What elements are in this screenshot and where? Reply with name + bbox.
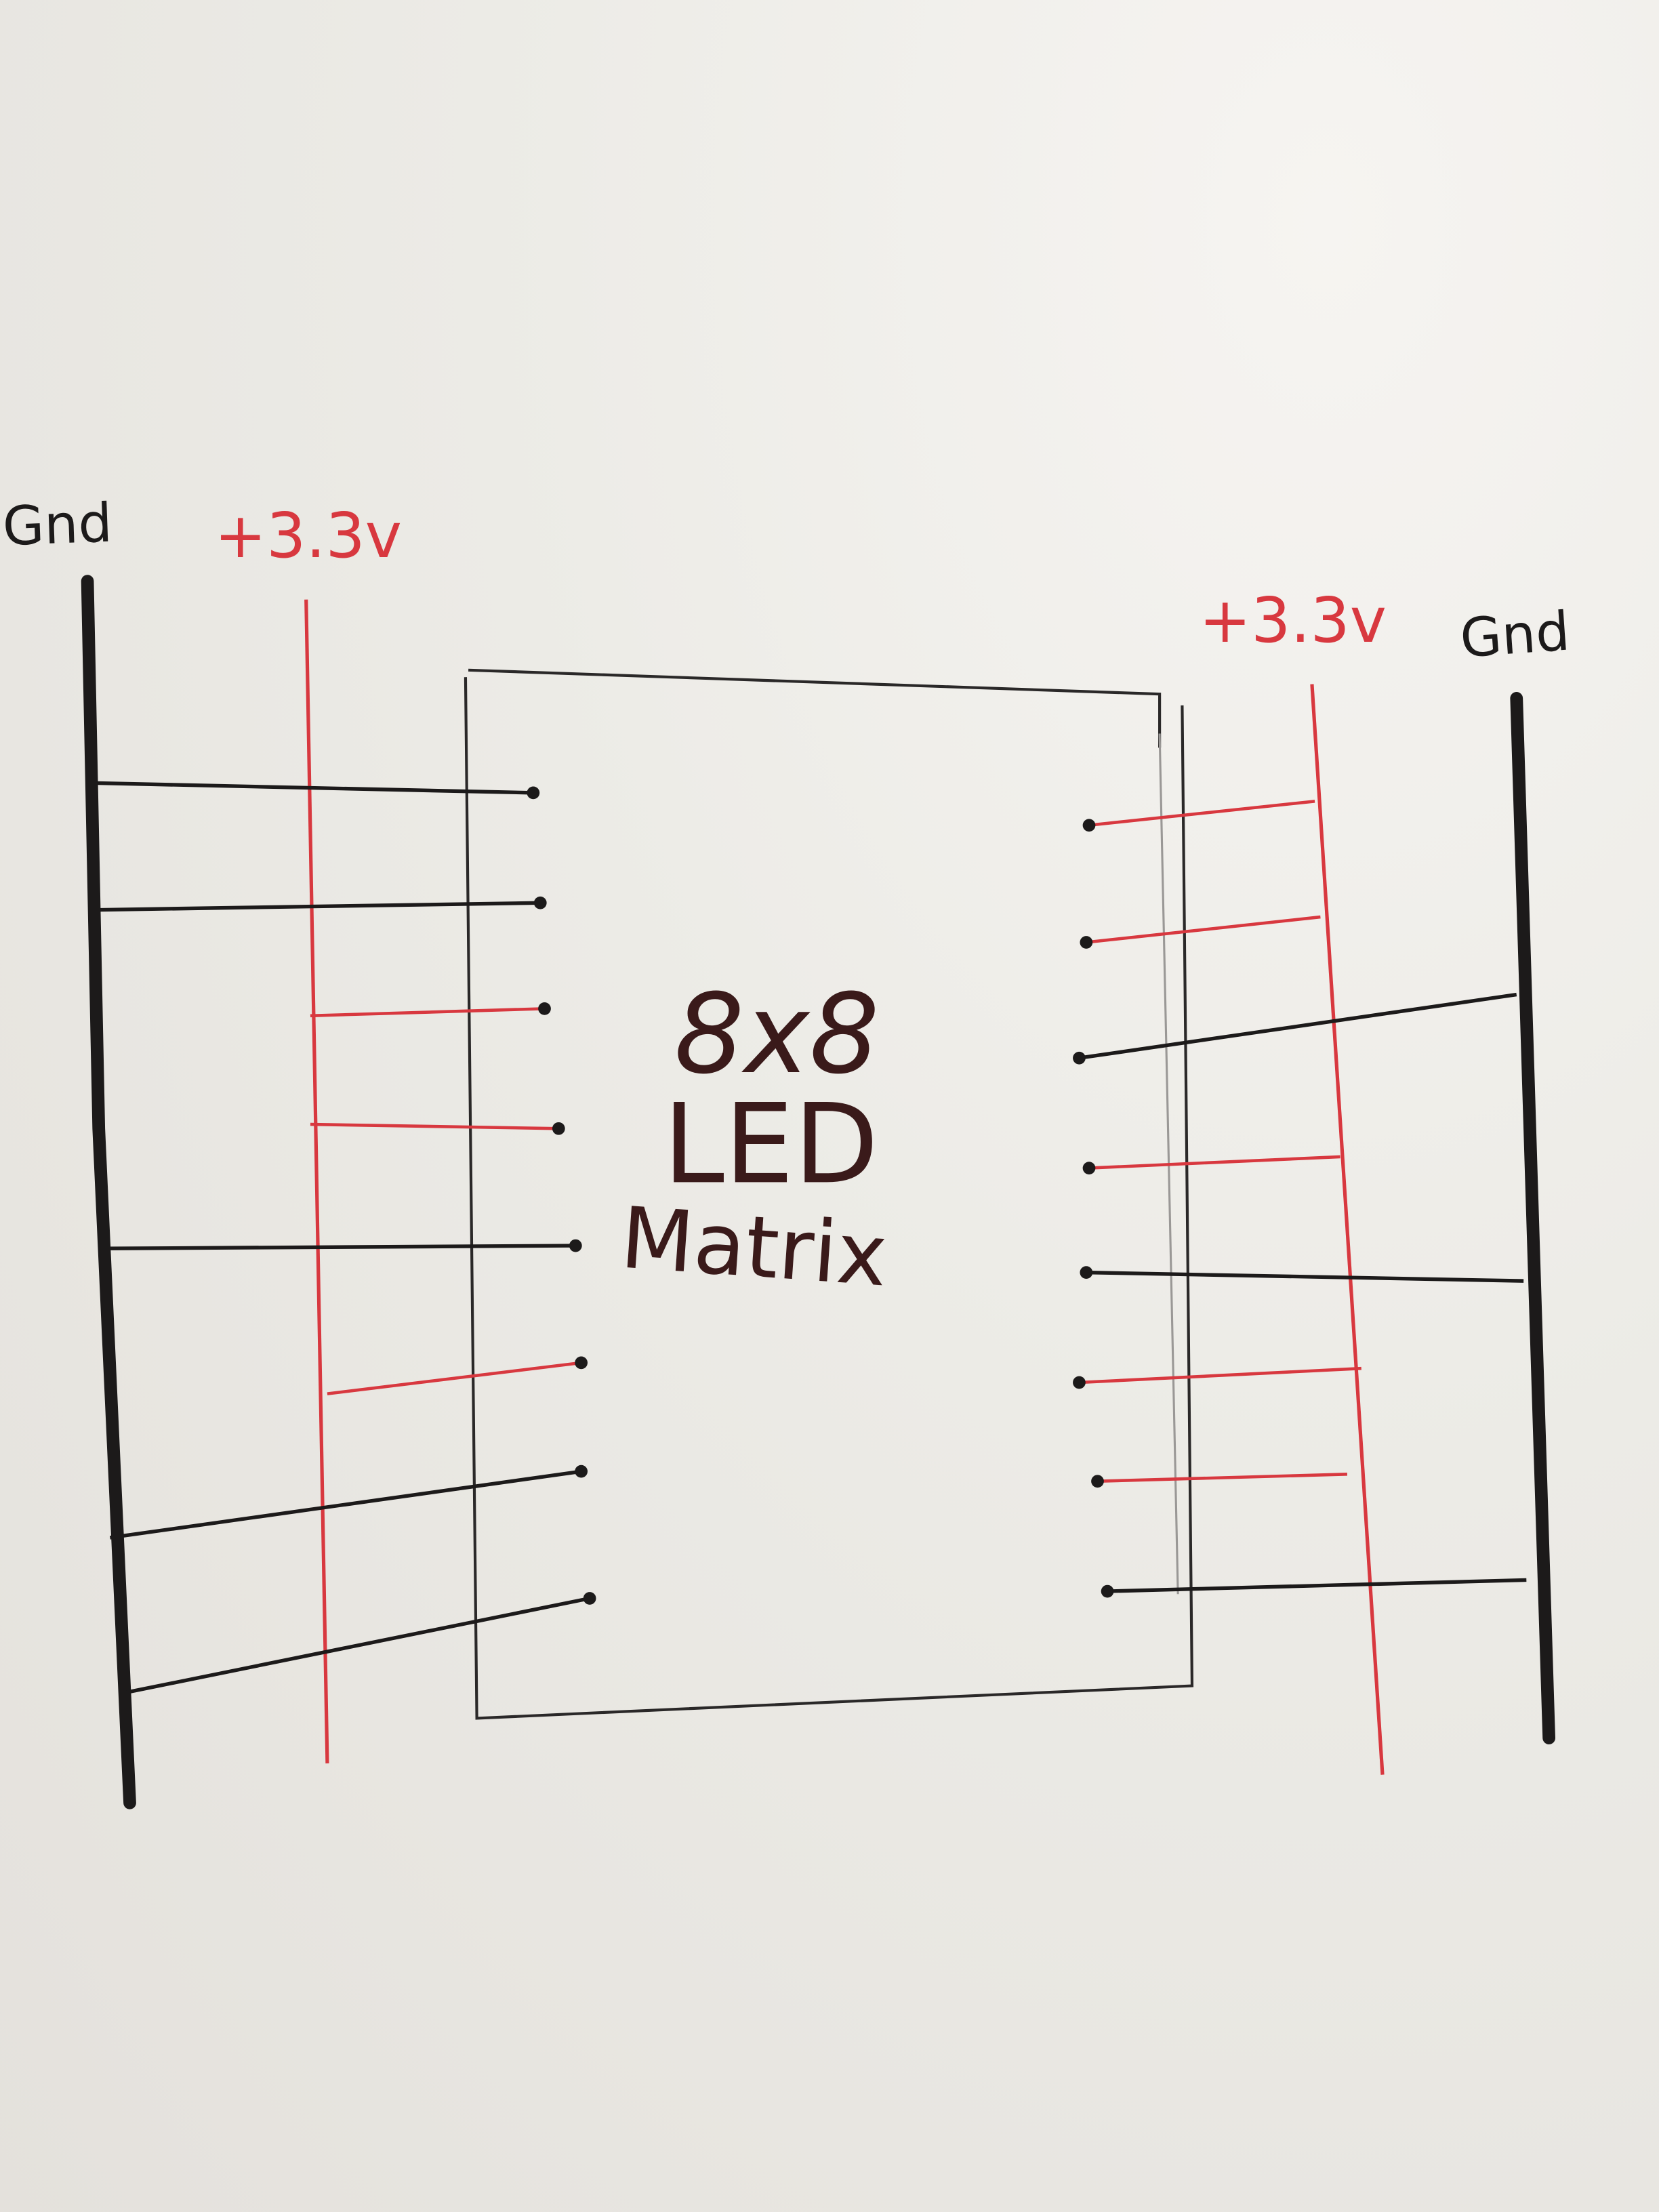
left-pin-8-dot	[583, 1592, 596, 1605]
pin-wires	[91, 781, 1527, 1695]
left-pin-6-dot	[575, 1356, 588, 1370]
left-gnd-label: Gnd	[1, 492, 113, 558]
left-pin-4-vcc-wire	[310, 1122, 559, 1130]
left-pin-3-vcc-wire	[310, 1007, 545, 1018]
right-power-rail	[1310, 684, 1385, 1775]
right-pin-1-vcc-wire	[1088, 800, 1315, 827]
left-pin-7-gnd-wire	[109, 1469, 582, 1540]
right-pin-1-dot	[1082, 819, 1096, 832]
right-pin-6-dot	[1073, 1376, 1086, 1389]
right-vcc-label: +3.3v	[1199, 584, 1387, 657]
right-pin-2-vcc-wire	[1086, 915, 1321, 944]
right-pin-6-vcc-wire	[1079, 1366, 1361, 1385]
left-pin-4-dot	[552, 1122, 565, 1135]
right-pin-8-gnd-wire	[1107, 1578, 1527, 1593]
left-pin-2-gnd-wire	[96, 901, 541, 912]
component-label-size: 8x8	[674, 970, 880, 1099]
component-label-matrix: Matrix	[617, 1189, 890, 1306]
right-pin-3-gnd-wire	[1079, 992, 1517, 1060]
right-pin-7-dot	[1091, 1475, 1104, 1488]
right-pin-4-dot	[1082, 1162, 1096, 1174]
right-pin-3-dot	[1073, 1051, 1086, 1065]
right-pin-5-dot	[1080, 1266, 1093, 1279]
left-pin-5-dot	[569, 1239, 582, 1252]
left-power-rail	[304, 599, 329, 1764]
left-ground-rail	[81, 575, 136, 1809]
left-pin-1-gnd-wire	[91, 781, 533, 795]
led-matrix-outline	[464, 668, 1194, 1720]
left-pin-1-dot	[527, 786, 540, 800]
left-vcc-label: +3.3v	[214, 499, 402, 572]
left-pin-3-dot	[538, 1002, 551, 1015]
component-label-led: LED	[663, 1080, 878, 1208]
right-pin-2-dot	[1080, 936, 1093, 949]
right-pin-8-dot	[1101, 1584, 1114, 1598]
right-ground-rail	[1510, 692, 1555, 1744]
left-pin-7-dot	[575, 1465, 588, 1478]
left-pin-5-gnd-wire	[106, 1244, 576, 1250]
left-pin-2-dot	[533, 896, 547, 909]
right-gnd-label: Gnd	[1458, 600, 1572, 670]
left-pin-8-gnd-wire	[123, 1596, 590, 1695]
left-pin-6-vcc-wire	[327, 1361, 581, 1395]
right-pin-7-vcc-wire	[1097, 1473, 1348, 1483]
right-pin-4-vcc-wire	[1088, 1155, 1340, 1170]
right-pin-5-gnd-wire	[1086, 1270, 1524, 1283]
